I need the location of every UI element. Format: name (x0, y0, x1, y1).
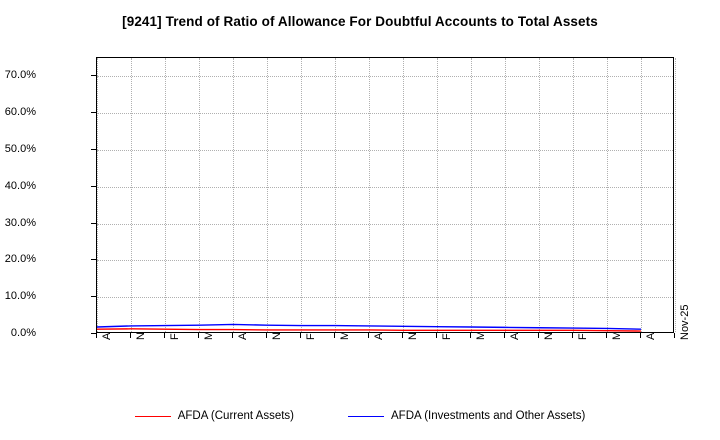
x-tick-mark (198, 333, 199, 338)
x-tick-mark (470, 333, 471, 338)
gridline (403, 58, 404, 332)
gridline (97, 58, 98, 332)
gridline (97, 297, 673, 299)
gridline (539, 58, 540, 332)
gridline (607, 58, 608, 332)
y-tick-label: 0.0% (10, 327, 36, 339)
y-tick-label: 50.0% (4, 143, 36, 155)
y-tick-mark (91, 75, 96, 77)
x-tick-mark (538, 333, 539, 338)
y-tick-label: 20.0% (4, 253, 36, 266)
gridline (233, 58, 234, 332)
x-tick-mark (572, 333, 573, 338)
x-tick-mark (436, 333, 437, 338)
gridline (471, 58, 472, 332)
gridline (573, 58, 574, 332)
y-tick-mark (91, 259, 96, 261)
x-tick-mark (674, 333, 675, 338)
gridline (335, 58, 336, 332)
gridline (97, 186, 673, 188)
x-tick-mark (164, 333, 165, 338)
gridline (97, 76, 673, 78)
x-tick-mark (606, 333, 607, 338)
gridline (437, 58, 438, 332)
plot-area (96, 57, 676, 333)
chart-title: [9241] Trend of Ratio of Allowance For D… (122, 14, 598, 29)
gridline (165, 58, 166, 332)
x-tick-mark (266, 333, 267, 338)
x-tick-mark (402, 333, 403, 338)
y-tick-label: 10.0% (4, 290, 36, 303)
x-tick-mark (232, 333, 233, 338)
legend-label: AFDA (Current Assets) (177, 410, 294, 422)
x-tick-mark (130, 333, 131, 338)
y-tick-mark (91, 222, 96, 224)
gridline (369, 58, 370, 332)
y-tick-label: 40.0% (4, 179, 36, 192)
gridline (97, 223, 673, 225)
gridline (97, 113, 673, 115)
legend-item[interactable]: AFDA (Current Assets) (134, 410, 294, 422)
y-tick-label: 70.0% (4, 69, 36, 82)
x-tick-label: Nov-25 (678, 304, 691, 340)
y-tick-mark (91, 112, 96, 114)
gridline (97, 260, 673, 262)
y-tick-mark (91, 149, 96, 150)
x-tick-mark (334, 333, 335, 338)
gridline (301, 58, 302, 332)
legend-item[interactable]: AFDA (Investments and Other Assets) (348, 410, 585, 422)
x-tick-mark (300, 333, 301, 338)
chart-legend: AFDA (Current Assets) AFDA (Investments a… (0, 404, 720, 428)
gridline (131, 58, 132, 332)
y-tick-mark (91, 296, 96, 298)
x-tick-mark (504, 333, 505, 338)
gridline (199, 58, 200, 332)
x-tick-mark (368, 333, 369, 338)
x-tick-mark (640, 333, 641, 338)
y-tick-label: 60.0% (4, 106, 36, 119)
gridline (641, 58, 642, 332)
gridline (675, 58, 676, 332)
legend-color-swatch (134, 415, 171, 417)
x-tick-mark (96, 333, 97, 338)
series-line (96, 328, 642, 332)
y-tick-mark (91, 185, 96, 187)
series-line (96, 323, 642, 330)
gridline (267, 58, 268, 332)
gridline (505, 58, 506, 332)
legend-label: AFDA (Investments and Other Assets) (391, 410, 586, 422)
gridline (97, 150, 673, 151)
y-tick-label: 30.0% (4, 216, 36, 229)
legend-color-swatch (348, 415, 384, 417)
y-tick-mark (91, 333, 96, 334)
series-lines (96, 323, 642, 332)
